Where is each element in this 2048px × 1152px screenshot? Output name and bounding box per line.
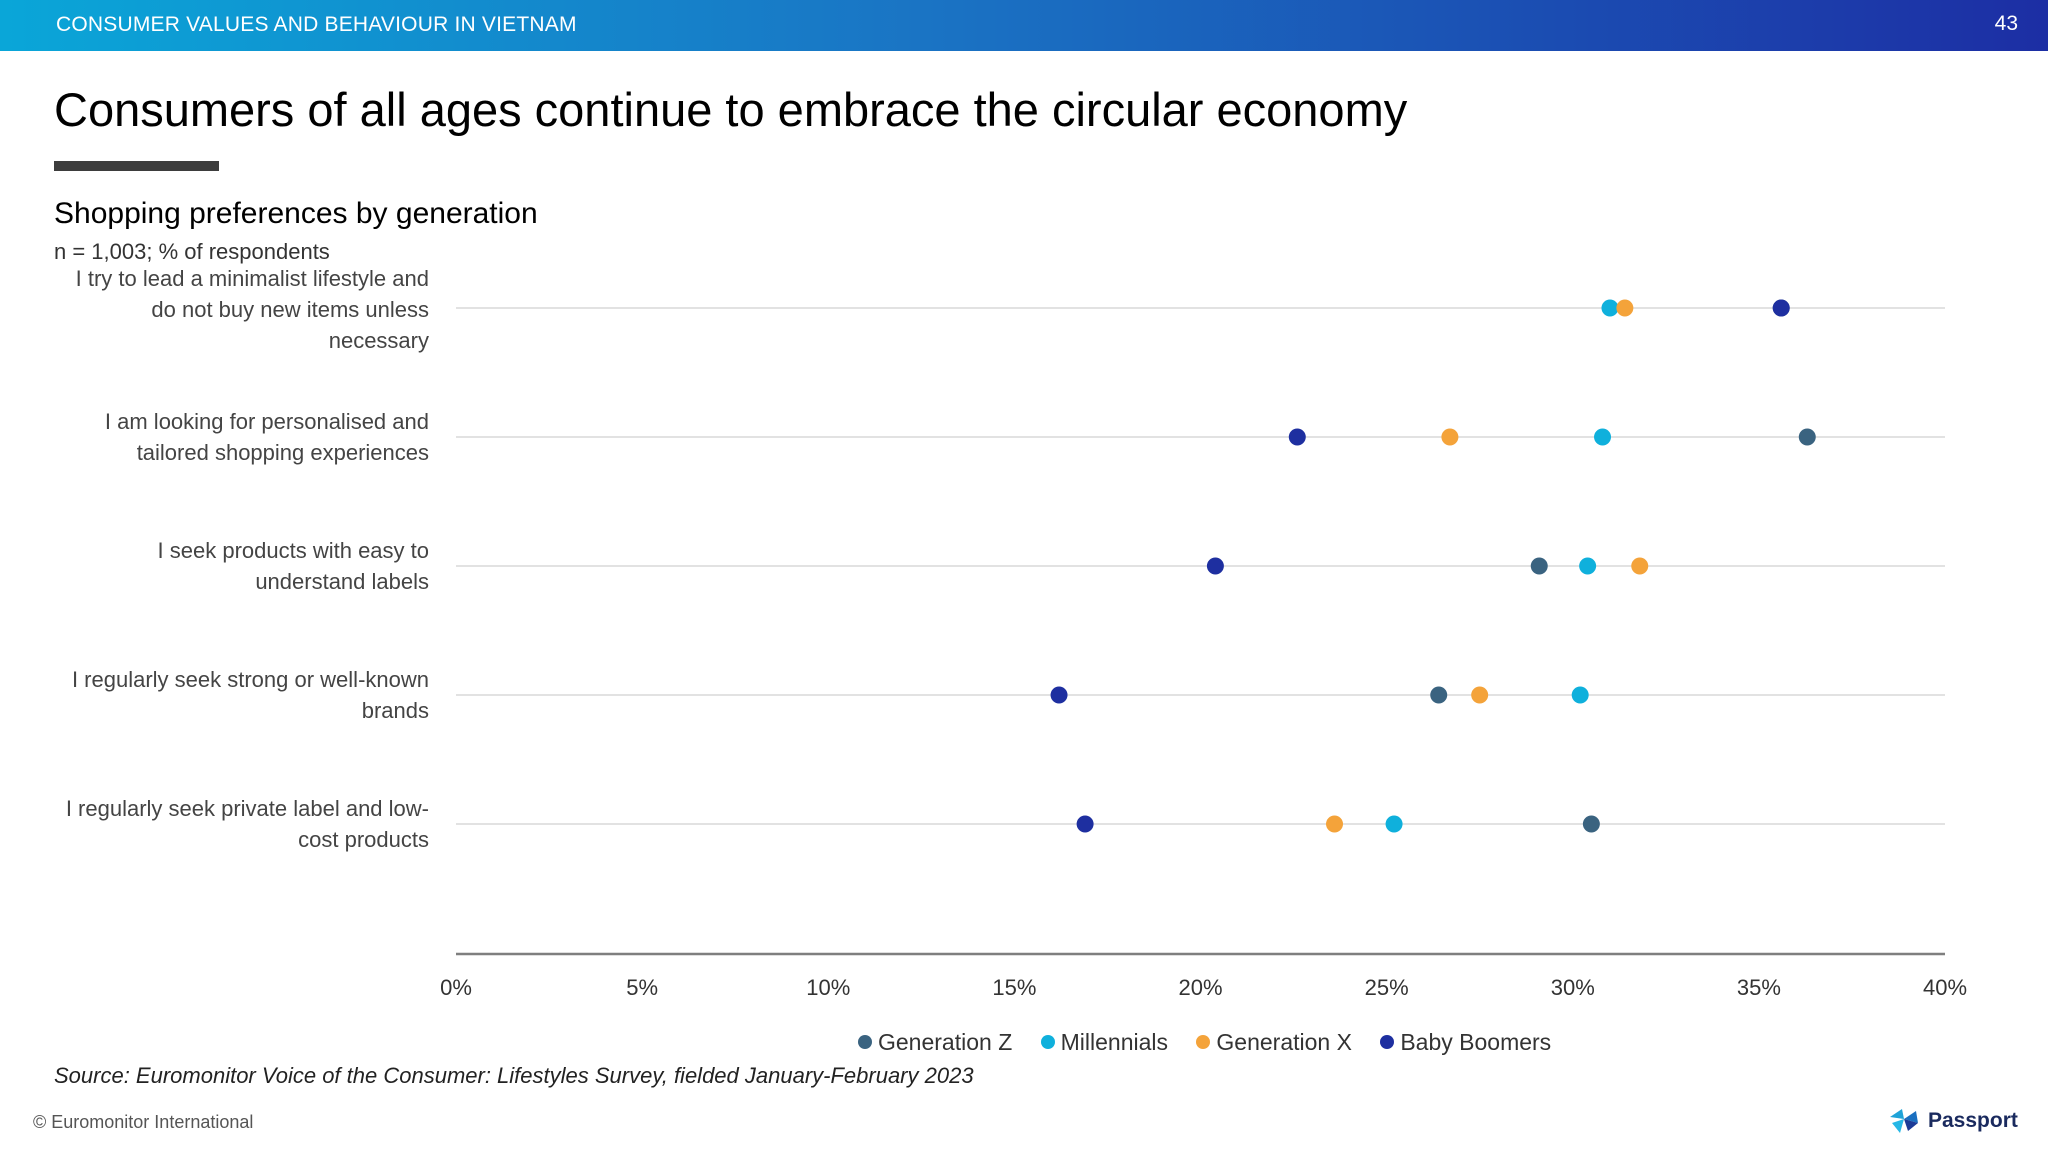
data-point-generation-x <box>1616 299 1634 317</box>
legend-item-generation-x: Generation X <box>1196 1029 1352 1056</box>
chart-title: Shopping preferences by generation <box>54 197 538 230</box>
x-tick-label: 5% <box>626 975 658 1000</box>
data-point-generation-z <box>1530 557 1548 575</box>
x-tick-label: 25% <box>1365 975 1409 1000</box>
base-note: n = 1,003; % of respondents <box>54 239 330 264</box>
legend-label: Generation Z <box>878 1029 1013 1055</box>
data-point-generation-z <box>1582 815 1600 833</box>
passport-logo: Passport <box>1886 1105 2018 1139</box>
data-point-baby-boomers <box>1772 299 1790 317</box>
x-tick-label: 20% <box>1178 975 1222 1000</box>
data-point-generation-x <box>1441 428 1459 446</box>
data-point-baby-boomers <box>1288 428 1306 446</box>
legend-label: Millennials <box>1060 1029 1169 1055</box>
copyright: © Euromonitor International <box>33 1112 254 1132</box>
data-point-generation-z <box>1798 428 1816 446</box>
header-bar: CONSUMER VALUES AND BEHAVIOUR IN VIETNAM… <box>0 0 2048 51</box>
brand-name: Passport <box>1928 1109 2018 1132</box>
data-point-generation-z <box>1430 686 1448 704</box>
page-title: Consumers of all ages continue to embrac… <box>54 83 1408 136</box>
legend-item-generation-z: Generation Z <box>858 1029 1012 1056</box>
x-tick-label: 15% <box>992 975 1036 1000</box>
category-label-labels: I seek products with easy to understand … <box>157 538 429 594</box>
data-point-baby-boomers <box>1050 686 1068 704</box>
data-point-generation-x <box>1326 815 1344 833</box>
legend-dot-icon <box>1040 1035 1055 1049</box>
category-label-brands: I regularly seek strong or well-known br… <box>71 667 429 723</box>
section-title: CONSUMER VALUES AND BEHAVIOUR IN VIETNAM <box>56 13 577 36</box>
page-number: 43 <box>1994 12 2018 35</box>
legend-item-millennials: Millennials <box>1040 1029 1169 1056</box>
x-tick-label: 30% <box>1551 975 1595 1000</box>
data-point-millennials <box>1385 815 1403 833</box>
passport-logo-icon <box>1890 1109 1918 1133</box>
data-point-millennials <box>1601 299 1619 317</box>
legend-dot-icon <box>858 1035 872 1049</box>
data-point-generation-x <box>1471 686 1489 704</box>
category-label-minimalist: I try to lead a minimalist lifestyle and… <box>75 266 429 353</box>
legend-dot-icon <box>1196 1035 1211 1049</box>
legend-item-baby-boomers: Baby Boomers <box>1380 1029 1551 1056</box>
legend-dot-icon <box>1380 1035 1395 1049</box>
legend-label: Generation X <box>1216 1029 1352 1055</box>
title-underline <box>54 161 219 171</box>
dot-plot-chart: 0% 5% 10% 15% 20% 25% 30% 35% 40% <box>440 299 1967 1000</box>
data-point-baby-boomers <box>1076 815 1094 833</box>
x-tick-label: 10% <box>806 975 850 1000</box>
data-point-millennials <box>1594 428 1612 446</box>
category-label-personalised: I am looking for personalised and tailor… <box>104 409 429 465</box>
data-point-millennials <box>1579 557 1597 575</box>
source-note: Source: Euromonitor Voice of the Consume… <box>54 1063 974 1088</box>
legend-label: Baby Boomers <box>1400 1029 1552 1055</box>
x-tick-label: 35% <box>1737 975 1781 1000</box>
x-tick-label: 0% <box>440 975 472 1000</box>
x-tick-label: 40% <box>1923 975 1967 1000</box>
data-point-millennials <box>1571 686 1589 704</box>
data-point-baby-boomers <box>1206 557 1224 575</box>
category-label-private-label: I regularly seek private label and low-c… <box>65 796 429 852</box>
data-point-generation-x <box>1631 557 1649 575</box>
